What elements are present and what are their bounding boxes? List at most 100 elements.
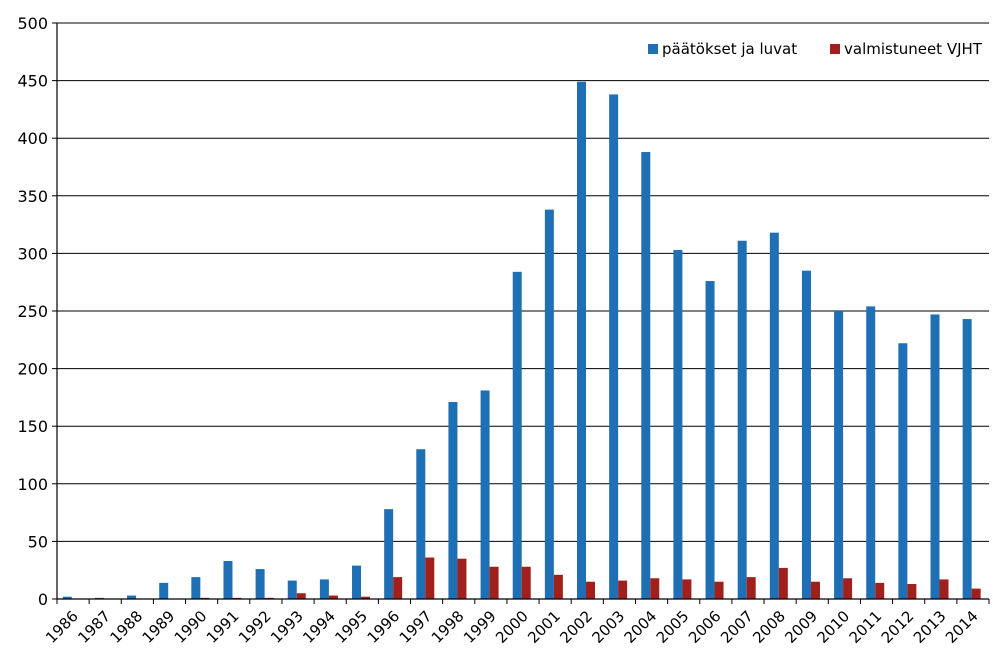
axes [56, 23, 989, 600]
bar [553, 574, 563, 599]
x-tick-label: 1986 [42, 607, 82, 647]
legend-swatch [648, 44, 658, 54]
legend-label: päätökset ja luvat [662, 40, 797, 58]
bar [425, 557, 435, 599]
x-tick-label: 1988 [106, 607, 146, 647]
bar [287, 580, 297, 599]
bar [512, 271, 522, 599]
bar [801, 270, 811, 599]
y-tick-label: 300 [17, 244, 48, 263]
bar [737, 240, 747, 599]
bar [448, 402, 458, 599]
bar [255, 569, 265, 599]
bar [834, 311, 844, 599]
x-tick-label: 1993 [267, 607, 307, 647]
bar [361, 596, 371, 599]
x-tick-label: 1987 [74, 607, 114, 647]
y-tick-label: 250 [17, 302, 48, 321]
bar [127, 595, 137, 599]
legend: päätökset ja luvat valmistuneet VJHT [648, 40, 983, 58]
legend-label: valmistuneet VJHT [844, 40, 983, 58]
x-tick-label: 2012 [878, 607, 918, 647]
bar [875, 582, 885, 599]
x-tick-label: 1999 [460, 607, 500, 647]
bar [746, 577, 756, 599]
bar [352, 565, 362, 599]
bar [489, 566, 499, 599]
bar [907, 584, 917, 599]
bar [866, 306, 876, 599]
x-tick-label: 1991 [203, 607, 243, 647]
x-tick-label: 2003 [589, 607, 629, 647]
x-tick-label: 1989 [139, 607, 179, 647]
x-tick-label: 2010 [813, 607, 853, 647]
x-tick-label: 2004 [621, 607, 661, 647]
bar [714, 581, 724, 599]
x-tick-label: 2002 [556, 607, 596, 647]
bar [416, 449, 426, 599]
x-tick-label: 2001 [524, 607, 564, 647]
x-tick-label: 2006 [685, 607, 725, 647]
bar [898, 343, 908, 599]
x-tick-label: 1994 [299, 607, 339, 647]
y-tick-label: 500 [17, 14, 48, 33]
bar [939, 579, 949, 599]
bar [962, 319, 972, 599]
x-tick-label: 1992 [235, 607, 275, 647]
x-tick-label: 1995 [331, 607, 371, 647]
y-tick-label: 50 [28, 532, 48, 551]
x-tick-label: 2000 [492, 607, 532, 647]
bar [457, 558, 467, 599]
bar [778, 567, 788, 599]
x-tick-label: 1990 [171, 607, 211, 647]
bar [673, 249, 683, 599]
legend-swatch [830, 44, 840, 54]
bars [62, 81, 981, 600]
x-tick-label: 2008 [749, 607, 789, 647]
bar [682, 579, 692, 599]
x-tick-label: 1996 [364, 607, 404, 647]
bar [810, 581, 820, 599]
bar [384, 509, 394, 599]
bar [159, 582, 169, 599]
bar [296, 593, 306, 599]
bar [618, 580, 628, 599]
bar [544, 209, 554, 599]
y-axis-ticks: 0 50 100 150 200 250 300 350 400 450 500 [17, 14, 57, 609]
bar [650, 578, 660, 599]
bar [521, 566, 531, 599]
bar [705, 281, 715, 599]
gridlines [57, 22, 989, 542]
bar [191, 577, 201, 599]
x-tick-label: 2014 [942, 607, 982, 647]
bar [609, 94, 619, 599]
y-tick-label: 100 [17, 475, 48, 494]
bar [930, 314, 940, 599]
bar [223, 560, 233, 599]
bar [769, 232, 779, 599]
x-axis-ticks: 1986198719881989199019911992199319941995… [42, 599, 990, 647]
bar [393, 577, 403, 599]
bar [480, 390, 490, 599]
x-tick-label: 2007 [717, 607, 757, 647]
y-tick-label: 350 [17, 187, 48, 206]
bar [585, 581, 595, 599]
bar [971, 588, 981, 599]
y-tick-label: 150 [17, 417, 48, 436]
y-tick-label: 450 [17, 72, 48, 91]
y-tick-label: 0 [38, 590, 48, 609]
x-tick-label: 1998 [428, 607, 468, 647]
bar [641, 152, 651, 600]
x-tick-label: 2009 [781, 607, 821, 647]
bar [319, 579, 329, 599]
bar [576, 81, 586, 599]
x-tick-label: 1997 [396, 607, 436, 647]
x-tick-label: 2011 [846, 607, 886, 647]
y-tick-label: 200 [17, 360, 48, 379]
y-tick-label: 400 [17, 129, 48, 148]
bar [328, 595, 338, 599]
x-tick-label: 2013 [910, 607, 950, 647]
bar [843, 578, 853, 599]
